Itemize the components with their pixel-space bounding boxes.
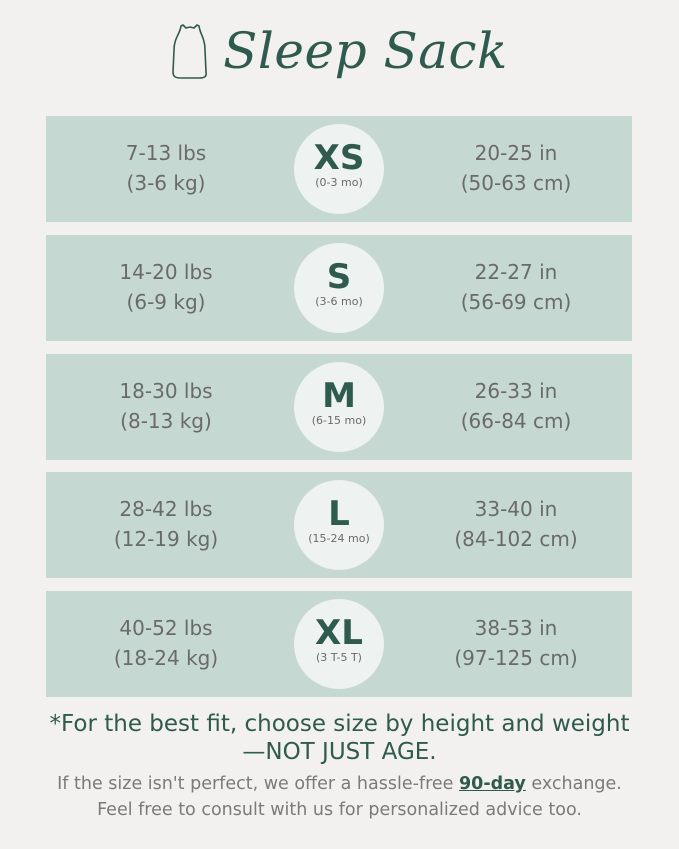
weight-kg: (3-6 kg) bbox=[126, 171, 206, 195]
weight-lbs: 40-52 lbs bbox=[119, 616, 213, 640]
size-row: 18-30 lbs (8-13 kg) M (6-15 mo) 26-33 in (6… bbox=[46, 354, 632, 460]
size-label: L bbox=[328, 494, 350, 534]
age-range: (3 T-5 T) bbox=[316, 651, 362, 664]
exchange-period: 90-day bbox=[458, 774, 526, 794]
height-cell: 38-53 in (97-125 cm) bbox=[396, 613, 636, 673]
age-range: (6-15 mo) bbox=[311, 414, 367, 427]
weight-cell: 18-30 lbs (8-13 kg) bbox=[46, 376, 286, 436]
height-cell: 20-25 in (50-63 cm) bbox=[396, 138, 636, 198]
weight-cell: 7-13 lbs (3-6 kg) bbox=[46, 138, 286, 198]
size-badge: L (15-24 mo) bbox=[294, 480, 384, 570]
exchange-text: If the size isn't perfect, we offer a ha… bbox=[57, 774, 459, 794]
height-cm: (97-125 cm) bbox=[454, 646, 578, 670]
size-badge: XL (3 T-5 T) bbox=[294, 599, 384, 689]
weight-kg: (18-24 kg) bbox=[113, 646, 219, 670]
fit-note-line2: —NOT JUST AGE. bbox=[242, 739, 437, 765]
size-badge: M (6-15 mo) bbox=[294, 362, 384, 452]
fit-note-line1: *For the best fit, choose size by height… bbox=[49, 711, 630, 737]
height-cm: (84-102 cm) bbox=[454, 527, 578, 551]
height-in: 33-40 in bbox=[474, 497, 558, 521]
size-label: M bbox=[322, 376, 356, 416]
weight-cell: 14-20 lbs (6-9 kg) bbox=[46, 257, 286, 317]
weight-cell: 40-52 lbs (18-24 kg) bbox=[46, 613, 286, 673]
weight-cell: 28-42 lbs (12-19 kg) bbox=[46, 494, 286, 554]
age-range: (15-24 mo) bbox=[308, 532, 370, 545]
height-in: 20-25 in bbox=[474, 141, 558, 165]
height-in: 38-53 in bbox=[474, 616, 558, 640]
height-cm: (50-63 cm) bbox=[460, 171, 572, 195]
height-cell: 22-27 in (56-69 cm) bbox=[396, 257, 636, 317]
page-title: Sleep Sack bbox=[223, 22, 508, 80]
weight-kg: (8-13 kg) bbox=[120, 409, 212, 433]
exchange-note: If the size isn't perfect, we offer a ha… bbox=[0, 771, 679, 823]
size-label: XS bbox=[313, 138, 365, 178]
exchange-text-end: exchange. bbox=[525, 774, 622, 794]
weight-lbs: 18-30 lbs bbox=[119, 379, 213, 403]
size-label: S bbox=[326, 257, 352, 297]
consult-text: Feel free to consult with us for persona… bbox=[97, 800, 582, 820]
fit-note: *For the best fit, choose size by height… bbox=[0, 710, 679, 766]
age-range: (3-6 mo) bbox=[315, 295, 363, 308]
weight-lbs: 14-20 lbs bbox=[119, 260, 213, 284]
height-cell: 33-40 in (84-102 cm) bbox=[396, 494, 636, 554]
size-row: 7-13 lbs (3-6 kg) XS (0-3 mo) 20-25 in (50-… bbox=[46, 116, 632, 222]
size-label: XL bbox=[315, 613, 363, 653]
height-in: 22-27 in bbox=[474, 260, 558, 284]
size-row: 14-20 lbs (6-9 kg) S (3-6 mo) 22-27 in (56-… bbox=[46, 235, 632, 341]
height-in: 26-33 in bbox=[474, 379, 558, 403]
size-row: 28-42 lbs (12-19 kg) L (15-24 mo) 33-40 in… bbox=[46, 472, 632, 578]
weight-lbs: 28-42 lbs bbox=[119, 497, 213, 521]
weight-lbs: 7-13 lbs bbox=[125, 141, 207, 165]
height-cm: (66-84 cm) bbox=[460, 409, 572, 433]
size-badge: S (3-6 mo) bbox=[294, 243, 384, 333]
size-badge: XS (0-3 mo) bbox=[294, 124, 384, 214]
sleep-sack-icon bbox=[172, 24, 208, 79]
weight-kg: (6-9 kg) bbox=[126, 290, 206, 314]
age-range: (0-3 mo) bbox=[315, 176, 363, 189]
height-cell: 26-33 in (66-84 cm) bbox=[396, 376, 636, 436]
header: Sleep Sack bbox=[0, 22, 679, 80]
size-row: 40-52 lbs (18-24 kg) XL (3 T-5 T) 38-53 in… bbox=[46, 591, 632, 697]
weight-kg: (12-19 kg) bbox=[113, 527, 219, 551]
height-cm: (56-69 cm) bbox=[460, 290, 572, 314]
